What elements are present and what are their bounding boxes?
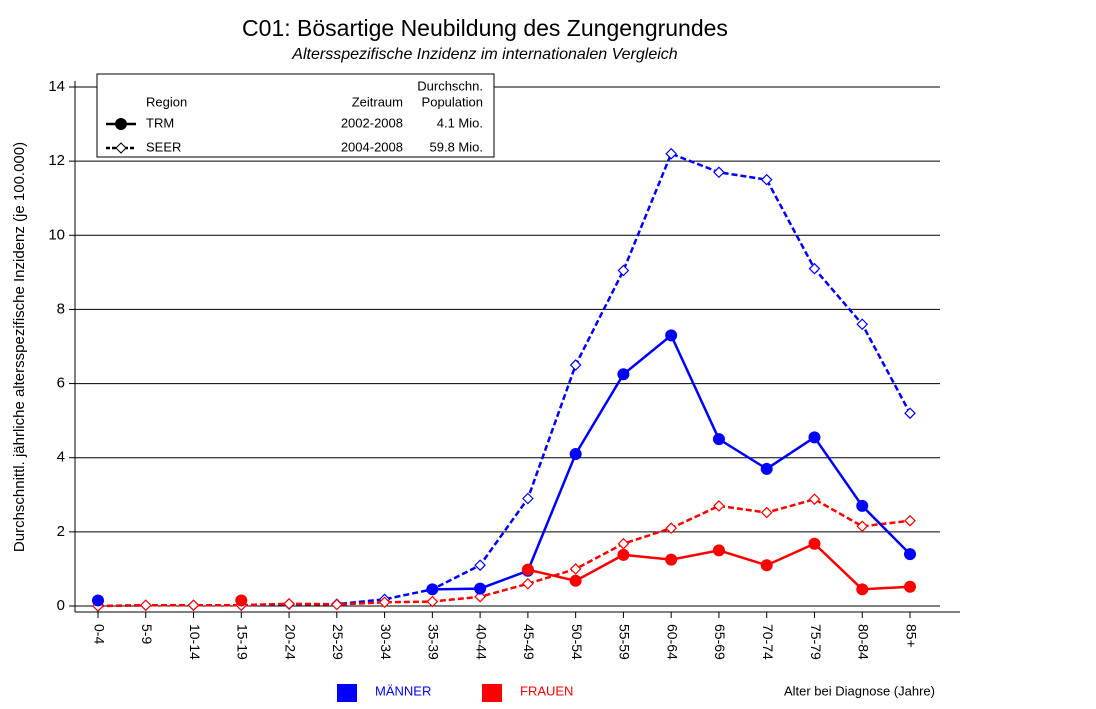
point — [617, 537, 630, 550]
y-tick-label: 0 — [57, 597, 65, 614]
point — [665, 553, 678, 566]
chart-subtitle: Altersspezifische Inzidenz im internatio… — [291, 46, 677, 63]
series-line — [432, 333, 911, 591]
legend-marker — [115, 142, 127, 154]
x-tick-label: 0-4 — [91, 624, 107, 644]
x-tick-label: 5-9 — [139, 624, 155, 644]
point — [522, 492, 534, 505]
point — [713, 500, 725, 512]
y-tick-label: 12 — [48, 152, 65, 169]
point — [139, 599, 152, 612]
point — [760, 559, 773, 572]
series-line — [97, 152, 912, 608]
y-tick-label: 8 — [57, 300, 65, 317]
point — [569, 359, 582, 371]
legend-label: MÄNNER — [375, 683, 431, 698]
legend-header: Region — [146, 94, 187, 109]
point — [617, 548, 630, 561]
chart-title: C01: Bösartige Neubildung des Zungengrun… — [242, 15, 728, 41]
point — [904, 580, 916, 593]
point — [856, 520, 869, 533]
legend-population: 4.1 Mio. — [437, 115, 483, 130]
x-tick-label: 50-54 — [569, 624, 585, 660]
x-tick-label: 75-79 — [808, 624, 824, 660]
point — [569, 574, 582, 587]
point — [808, 493, 821, 506]
point — [330, 598, 343, 611]
x-tick-label: 85+ — [903, 624, 919, 648]
point — [474, 590, 486, 603]
legend-header: Durchschn. — [417, 78, 483, 93]
y-tick-label: 4 — [57, 449, 65, 466]
point — [283, 597, 295, 610]
point — [665, 147, 678, 160]
x-axis-label: Alter bei Diagnose (Jahre) — [784, 683, 935, 698]
legend-header: Zeitraum — [352, 94, 403, 109]
point — [474, 582, 487, 595]
x-tick-label: 60-64 — [664, 624, 680, 660]
point — [92, 594, 104, 607]
point — [808, 537, 821, 550]
point — [521, 563, 534, 576]
point — [856, 499, 869, 512]
x-tick-label: 80-84 — [856, 624, 872, 660]
point — [808, 431, 821, 444]
x-tick-label: 30-34 — [378, 624, 394, 660]
point — [808, 262, 821, 275]
point — [760, 462, 773, 475]
x-tick-label: 20-24 — [282, 624, 298, 660]
y-tick-label: 10 — [48, 226, 65, 243]
point — [378, 596, 391, 609]
point — [617, 264, 630, 277]
x-tick-label: 55-59 — [617, 624, 633, 660]
point — [713, 166, 725, 179]
point — [904, 514, 916, 527]
legend-label: SEER — [146, 139, 181, 154]
point — [426, 595, 439, 608]
point — [760, 506, 773, 519]
legend-header: Population — [422, 94, 483, 109]
point — [474, 559, 486, 572]
x-tick-label: 10-14 — [187, 624, 203, 660]
legend-label: FRAUEN — [520, 683, 573, 698]
point — [187, 599, 200, 612]
point — [665, 329, 678, 342]
x-tick-label: 65-69 — [712, 624, 728, 660]
point — [904, 407, 916, 420]
point — [856, 318, 869, 331]
point — [760, 173, 773, 186]
legend-swatch — [482, 684, 502, 702]
point — [426, 583, 439, 596]
point — [569, 448, 582, 461]
series-line — [97, 497, 911, 608]
legend-period: 2002-2008 — [341, 115, 403, 130]
legend-population: 59.8 Mio. — [430, 139, 483, 154]
y-tick-label: 14 — [48, 78, 65, 95]
legend-box — [96, 73, 495, 158]
point — [712, 433, 725, 446]
point — [904, 548, 916, 561]
point — [522, 577, 534, 590]
x-tick-label: 25-29 — [330, 624, 346, 660]
point — [569, 563, 582, 575]
x-tick-label: 40-44 — [473, 624, 489, 660]
legend-label: TRM — [146, 115, 174, 130]
x-tick-label: 15-19 — [235, 624, 251, 660]
x-tick-label: 45-49 — [521, 624, 537, 660]
y-tick-label: 2 — [57, 523, 65, 540]
point — [712, 544, 725, 557]
point — [665, 522, 678, 534]
point — [617, 368, 630, 381]
legend-marker — [115, 118, 127, 130]
y-axis-label: Durchschnittl. jährliche altersspezifisc… — [11, 142, 28, 552]
x-tick-label: 35-39 — [426, 624, 442, 660]
point — [235, 594, 248, 607]
y-tick-label: 6 — [57, 375, 65, 392]
point — [856, 583, 869, 596]
x-tick-label: 70-74 — [760, 624, 776, 660]
legend-period: 2004-2008 — [341, 139, 403, 154]
legend-swatch — [337, 684, 357, 702]
